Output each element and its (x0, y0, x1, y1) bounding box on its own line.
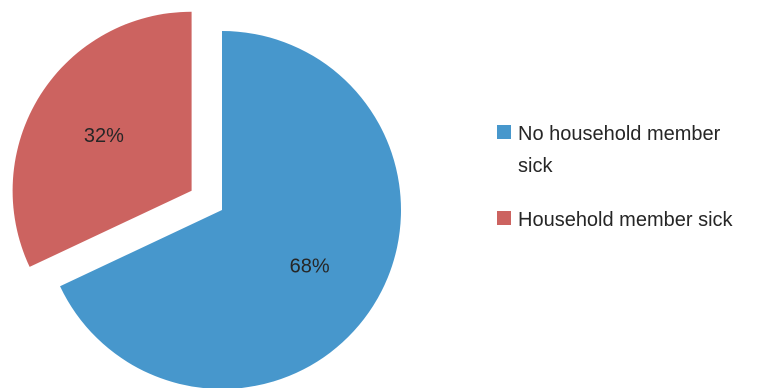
pie-slices (12, 11, 401, 388)
pie-slice-household-member-sick (12, 11, 192, 267)
slice-labels: 68% 32% (84, 125, 330, 278)
legend-item-no-household-member-sick: No household member sick (497, 123, 721, 177)
legend-label: No household member (518, 123, 721, 145)
slice-label-no-household-member-sick: 68% (290, 256, 330, 278)
legend-swatch (497, 211, 511, 225)
pie-slice-no-household-member-sick (60, 31, 401, 388)
slice-label-household-member-sick: 32% (84, 125, 124, 147)
legend-label: sick (518, 155, 553, 177)
legend: No household member sick Household member … (497, 123, 734, 231)
legend-swatch (497, 125, 511, 139)
legend-item-household-member-sick: Household member sick (497, 209, 734, 231)
legend-label: Household member sick (518, 209, 734, 231)
